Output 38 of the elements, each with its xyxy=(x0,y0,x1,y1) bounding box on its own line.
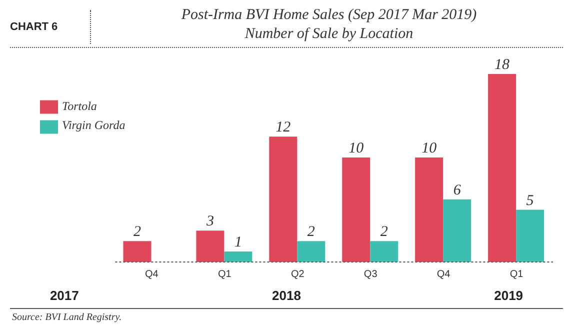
legend-label: Virgin Gorda xyxy=(62,118,126,132)
data-label: 10 xyxy=(422,140,438,157)
x-tick-label: Q2 xyxy=(290,269,305,280)
bar xyxy=(342,158,370,262)
bar xyxy=(297,241,326,262)
bar xyxy=(123,241,152,262)
data-label: 12 xyxy=(276,120,292,136)
x-tick-label: Q1 xyxy=(218,269,232,280)
bar xyxy=(269,136,298,262)
chart-title: Post-Irma BVI Home Sales (Sep 2017 Mar 2019) xyxy=(180,6,478,25)
caption: CHART 6 xyxy=(10,21,58,33)
bar xyxy=(415,158,444,262)
data-label: 5 xyxy=(526,192,534,209)
bar xyxy=(488,74,516,262)
legend-label: Tortola xyxy=(62,99,97,113)
bar xyxy=(224,252,252,262)
x-tick-label: Q3 xyxy=(364,269,378,280)
bar xyxy=(516,210,544,262)
text: 2018 xyxy=(271,288,302,303)
chart-subtitle: Number of Sale by Location xyxy=(244,25,414,44)
data-label: 18 xyxy=(494,57,510,73)
data-label: 2 xyxy=(380,224,388,240)
x-tick-label: Q1 xyxy=(510,269,524,280)
text: 2019 xyxy=(493,288,524,303)
data-label: 2 xyxy=(307,224,316,240)
data-label: 10 xyxy=(348,140,364,157)
chart-label-box: CHART 6 xyxy=(10,10,91,44)
x-tick-label: Q4 xyxy=(145,269,159,280)
text: 2017 xyxy=(48,288,80,303)
bar xyxy=(370,241,398,262)
data-label: 6 xyxy=(453,182,462,198)
data-label: 1 xyxy=(234,234,242,251)
source-note: Source: BVI Land Registry. xyxy=(12,312,122,323)
data-label: 2 xyxy=(133,224,142,240)
data-label: 3 xyxy=(205,214,214,230)
bar xyxy=(196,230,224,262)
bar xyxy=(443,199,472,262)
x-tick-label: Q4 xyxy=(436,269,451,280)
